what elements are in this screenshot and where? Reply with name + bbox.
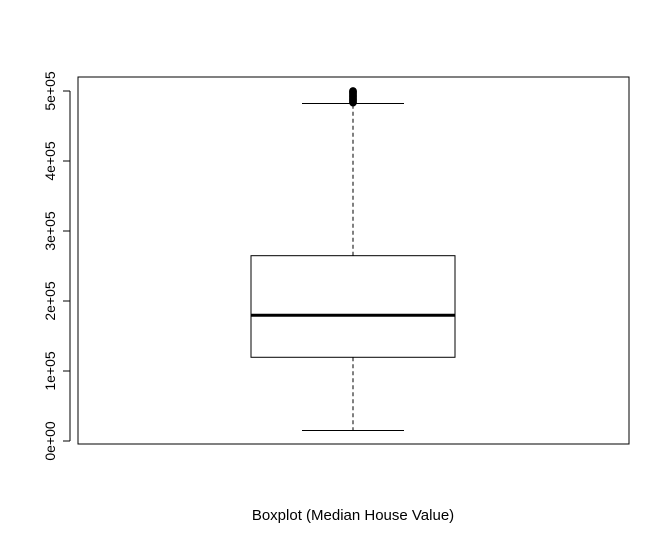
y-tick-label: 4e+05 — [42, 141, 58, 181]
y-tick-label: 0e+00 — [42, 421, 58, 461]
x-axis-label: Boxplot (Median House Value) — [252, 507, 454, 524]
box-plot — [250, 102, 456, 432]
y-tick-label: 1e+05 — [42, 351, 58, 391]
plot-frame — [77, 76, 630, 445]
y-axis: 0e+00 1e+05 2e+05 3e+05 4e+05 5e+05 — [42, 71, 71, 461]
outlier-points — [349, 87, 357, 107]
outlier-point — [349, 87, 357, 95]
y-tick-label: 5e+05 — [42, 71, 58, 111]
y-tick-label: 3e+05 — [42, 211, 58, 251]
iqr-box — [250, 255, 456, 358]
y-tick-label: 2e+05 — [42, 281, 58, 321]
